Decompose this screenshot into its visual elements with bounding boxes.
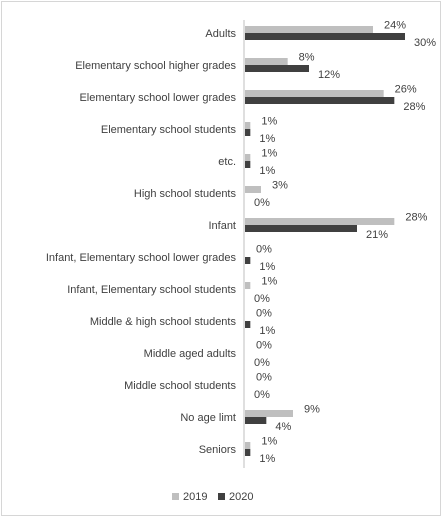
data-label-2020: 12%: [318, 69, 340, 81]
data-label-2020: 0%: [254, 357, 270, 369]
data-label-2019: 8%: [299, 52, 315, 64]
data-label-2020: 1%: [259, 261, 275, 273]
bar-2019: [245, 218, 395, 225]
category-label: Middle & high school students: [90, 316, 237, 328]
category-label: etc.: [218, 156, 236, 168]
data-label-2019: 0%: [256, 244, 272, 256]
data-label-2020: 0%: [254, 293, 270, 305]
bar-2019: [245, 90, 384, 97]
data-label-2020: 1%: [259, 133, 275, 145]
bar-2019: [245, 122, 251, 129]
bar-2019: [245, 410, 293, 417]
bar-2020: [245, 417, 267, 424]
data-label-2020: 0%: [254, 389, 270, 401]
category-label: Seniors: [199, 444, 237, 456]
category-label: Infant: [208, 220, 236, 232]
bar-2020: [245, 97, 395, 104]
bar-2020: [245, 33, 405, 40]
category-label: Middle school students: [124, 380, 236, 392]
bar-2019: [245, 186, 261, 193]
category-label: Elementary school students: [101, 124, 237, 136]
bar-2020: [245, 321, 251, 328]
category-label: Adults: [205, 28, 236, 40]
legend-label-2020: 2020: [229, 491, 253, 503]
data-label-2019: 1%: [261, 436, 277, 448]
data-label-2019: 0%: [256, 308, 272, 320]
category-label: Elementary school lower grades: [79, 92, 236, 104]
bar-2020: [245, 449, 251, 456]
data-label-2019: 0%: [256, 372, 272, 384]
category-label: Infant, Elementary school lower grades: [46, 252, 237, 264]
data-label-2019: 9%: [304, 404, 320, 416]
bar-2020: [245, 65, 309, 72]
data-label-2019: 26%: [395, 84, 417, 96]
bar-2019: [245, 282, 251, 289]
data-label-2020: 1%: [259, 453, 275, 465]
data-label-2019: 0%: [256, 340, 272, 352]
bar-2020: [245, 129, 251, 136]
data-label-2020: 21%: [366, 229, 388, 241]
data-label-2019: 3%: [272, 180, 288, 192]
data-label-2019: 1%: [261, 116, 277, 128]
data-label-2020: 1%: [259, 165, 275, 177]
data-label-2020: 4%: [275, 421, 291, 433]
bar-2019: [245, 442, 251, 449]
legend-swatch-2020: [218, 493, 225, 500]
data-label-2019: 28%: [405, 212, 427, 224]
data-label-2020: 1%: [259, 325, 275, 337]
data-label-2020: 0%: [254, 197, 270, 209]
data-label-2019: 24%: [384, 20, 406, 32]
bar-2020: [245, 161, 251, 168]
data-label-2020: 30%: [414, 37, 436, 49]
bar-2019: [245, 154, 251, 161]
data-label-2019: 1%: [261, 148, 277, 160]
data-label-2020: 28%: [403, 101, 425, 113]
category-label: Infant, Elementary school students: [67, 284, 236, 296]
category-label: No age limt: [180, 412, 236, 424]
legend-label-2019: 2019: [183, 491, 207, 503]
category-label: High school students: [134, 188, 237, 200]
bar-2019: [245, 58, 288, 65]
bar-2020: [245, 225, 357, 232]
bar-2019: [245, 26, 373, 33]
data-label-2019: 1%: [261, 276, 277, 288]
category-label: Middle aged adults: [144, 348, 237, 360]
legend-swatch-2019: [172, 493, 179, 500]
legend: 2019 2020: [172, 491, 253, 503]
category-label: Elementary school higher grades: [75, 60, 236, 72]
bar-2020: [245, 257, 251, 264]
